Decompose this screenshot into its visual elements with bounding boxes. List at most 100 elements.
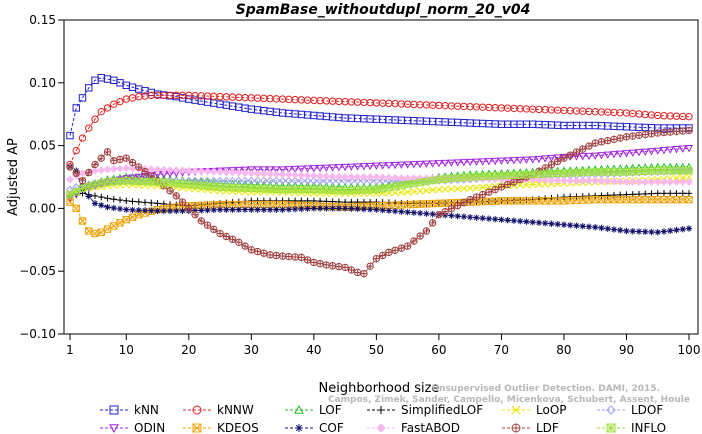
data-point xyxy=(378,176,387,185)
data-point xyxy=(504,217,511,224)
data-point xyxy=(298,205,305,213)
data-point xyxy=(366,173,375,181)
data-point xyxy=(291,171,299,179)
data-point xyxy=(441,185,449,193)
data-point xyxy=(491,172,499,180)
data-point xyxy=(673,226,680,234)
legend-item-ldf: LDF xyxy=(502,421,559,434)
data-point xyxy=(278,252,287,260)
data-point xyxy=(397,188,405,196)
data-point xyxy=(685,113,693,121)
data-point xyxy=(447,204,456,213)
data-point xyxy=(641,130,649,139)
data-point xyxy=(291,197,299,205)
y-tick-label: 0.05 xyxy=(29,139,56,153)
data-point xyxy=(428,176,437,185)
data-point xyxy=(191,210,199,219)
data-point xyxy=(295,424,303,432)
data-point xyxy=(329,205,336,212)
data-point xyxy=(247,184,256,193)
data-point xyxy=(510,171,518,179)
data-point xyxy=(460,185,468,193)
data-point xyxy=(360,186,368,194)
data-point xyxy=(353,163,362,171)
data-point xyxy=(422,177,431,186)
legend-item-inflo: INFLO xyxy=(597,421,666,434)
data-point xyxy=(553,157,562,166)
data-point xyxy=(541,176,550,184)
data-point xyxy=(528,170,537,179)
data-point xyxy=(204,206,211,214)
data-point xyxy=(141,199,149,206)
data-point xyxy=(578,153,587,161)
data-point xyxy=(316,186,324,194)
data-point xyxy=(303,165,312,173)
data-point xyxy=(184,166,193,175)
data-point xyxy=(635,167,643,176)
data-point xyxy=(403,180,412,189)
data-point xyxy=(85,124,93,132)
data-point xyxy=(572,148,581,156)
data-point xyxy=(685,178,693,186)
data-point xyxy=(509,157,518,165)
data-point xyxy=(91,166,99,175)
data-point xyxy=(422,160,431,168)
data-point xyxy=(473,214,480,221)
legend-item-fastabod: FastABOD xyxy=(367,421,460,434)
data-point xyxy=(241,166,250,174)
data-point xyxy=(78,177,87,185)
data-point xyxy=(141,167,149,176)
data-point xyxy=(591,139,599,147)
data-point xyxy=(259,169,268,178)
data-point xyxy=(360,270,368,278)
data-point xyxy=(303,171,312,180)
data-point xyxy=(547,154,556,163)
data-point xyxy=(378,162,387,170)
data-point xyxy=(679,167,687,175)
data-point xyxy=(647,178,656,186)
data-point xyxy=(497,183,506,191)
data-point xyxy=(585,142,593,150)
data-point xyxy=(209,167,218,176)
data-point xyxy=(391,173,400,182)
data-point xyxy=(360,198,368,206)
data-point xyxy=(591,176,600,185)
data-point xyxy=(584,152,594,161)
data-point xyxy=(416,209,424,217)
data-point xyxy=(110,204,117,212)
data-point xyxy=(547,176,556,185)
data-point xyxy=(222,232,231,241)
data-point xyxy=(566,176,575,185)
data-point xyxy=(66,175,74,184)
data-point xyxy=(610,226,618,233)
data-point xyxy=(91,180,99,189)
data-point xyxy=(441,175,449,183)
data-point xyxy=(229,206,236,213)
data-point xyxy=(110,177,118,186)
data-point xyxy=(309,165,318,173)
data-point xyxy=(535,219,543,226)
data-point xyxy=(197,217,206,225)
data-point xyxy=(604,136,612,145)
data-point xyxy=(454,185,462,193)
data-point xyxy=(128,213,137,221)
data-point xyxy=(511,423,521,433)
data-point xyxy=(629,168,637,176)
data-point xyxy=(241,169,249,177)
data-point xyxy=(334,176,343,185)
data-point xyxy=(153,165,162,174)
data-point xyxy=(485,188,493,196)
data-point xyxy=(316,164,325,173)
data-point xyxy=(522,156,531,164)
data-point xyxy=(278,166,287,174)
data-point xyxy=(684,145,694,153)
legend-label: FastABOD xyxy=(401,421,460,434)
data-point xyxy=(685,173,693,181)
data-point xyxy=(298,197,305,205)
data-point xyxy=(103,178,112,186)
data-point xyxy=(606,405,616,415)
data-point xyxy=(135,206,142,214)
data-point xyxy=(316,176,325,185)
data-point xyxy=(516,197,524,205)
data-point xyxy=(592,192,599,200)
